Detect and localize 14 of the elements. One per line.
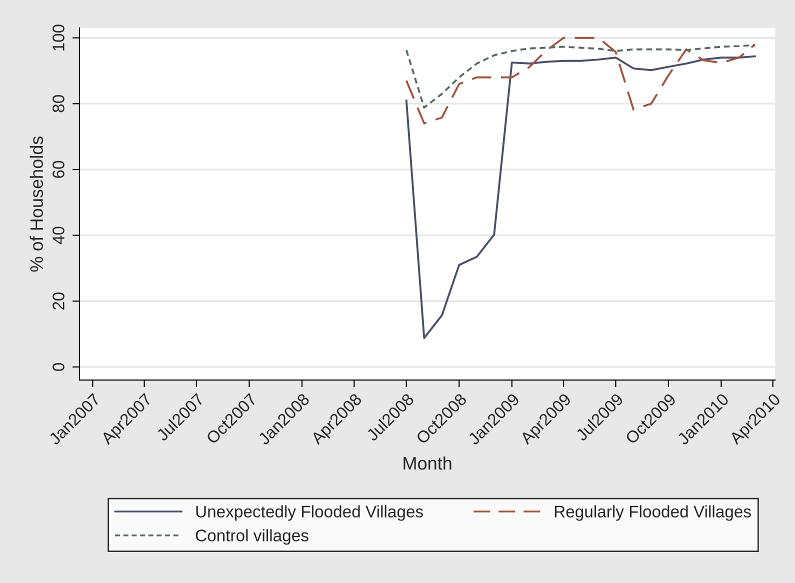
- y-tick-label: 0: [52, 362, 64, 371]
- y-tick-label: 40: [52, 226, 64, 244]
- y-tick-label: 60: [52, 160, 64, 178]
- line-series: [405, 36, 756, 124]
- legend-label: Control villages: [196, 529, 308, 545]
- line-series: [405, 55, 756, 339]
- legend-label: Regularly Flooded Villages: [554, 505, 751, 521]
- legend-label: Unexpectedly Flooded Villages: [196, 505, 423, 521]
- y-tick-label: 100: [52, 24, 64, 50]
- line-series: [405, 44, 756, 109]
- x-axis-title: Month: [404, 456, 452, 470]
- y-axis-title: % of Households: [30, 136, 44, 272]
- y-tick-label: 20: [52, 292, 64, 310]
- y-tick-label: 80: [52, 95, 64, 112]
